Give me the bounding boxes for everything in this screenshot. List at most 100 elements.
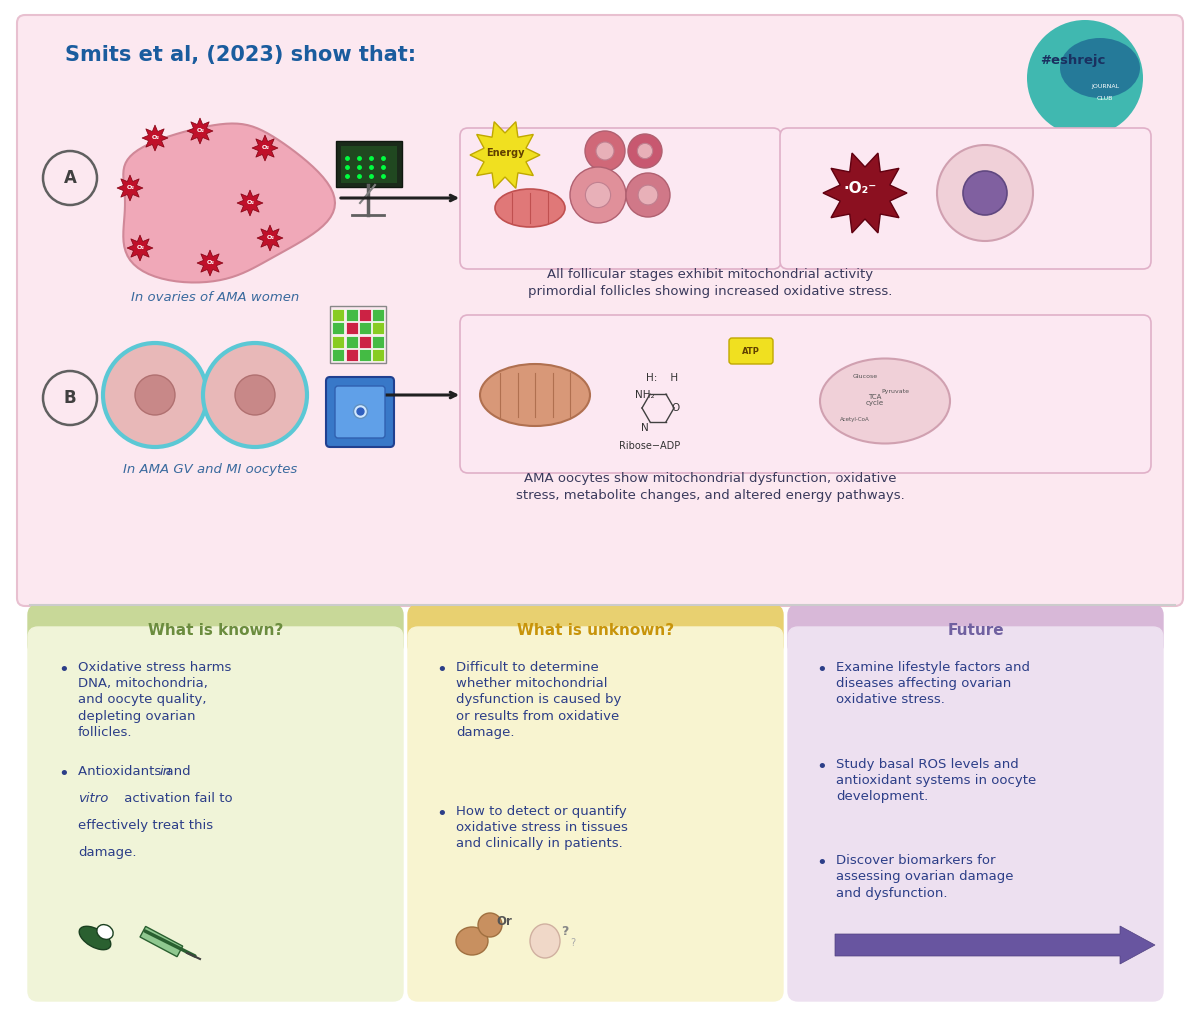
- Text: O₂: O₂: [127, 184, 134, 189]
- Text: AMA oocytes show mitochondrial dysfunction, oxidative
stress, metabolite changes: AMA oocytes show mitochondrial dysfuncti…: [516, 472, 905, 502]
- FancyArrow shape: [835, 926, 1154, 964]
- Text: •: •: [436, 661, 446, 679]
- Bar: [332, 322, 344, 334]
- FancyBboxPatch shape: [336, 141, 402, 187]
- Bar: [372, 349, 384, 361]
- Circle shape: [596, 142, 614, 160]
- Text: •: •: [58, 661, 68, 679]
- Circle shape: [134, 375, 175, 415]
- Text: ATP: ATP: [742, 346, 760, 356]
- Bar: [332, 309, 344, 320]
- Polygon shape: [124, 124, 335, 283]
- Bar: [359, 309, 371, 320]
- Text: What is known?: What is known?: [148, 623, 283, 637]
- Polygon shape: [118, 175, 143, 201]
- Circle shape: [626, 173, 670, 217]
- Bar: [346, 349, 358, 361]
- Text: activation fail to: activation fail to: [120, 792, 233, 805]
- FancyBboxPatch shape: [788, 627, 1163, 1001]
- FancyBboxPatch shape: [28, 605, 403, 655]
- Text: Energy: Energy: [486, 148, 524, 158]
- FancyBboxPatch shape: [408, 605, 784, 655]
- Ellipse shape: [496, 189, 565, 227]
- Circle shape: [586, 182, 611, 208]
- Text: Examine lifestyle factors and
diseases affecting ovarian
oxidative stress.: Examine lifestyle factors and diseases a…: [836, 661, 1030, 706]
- Bar: [140, 927, 182, 956]
- Text: O₂: O₂: [266, 234, 275, 239]
- Text: in: in: [160, 765, 172, 778]
- Polygon shape: [187, 118, 214, 144]
- FancyBboxPatch shape: [788, 605, 1163, 655]
- Bar: [359, 322, 371, 334]
- Bar: [330, 306, 386, 363]
- Text: O₂: O₂: [197, 128, 205, 133]
- Text: All follicular stages exhibit mitochondrial activity
primordial follicles showin: All follicular stages exhibit mitochondr…: [528, 268, 892, 298]
- Text: How to detect or quantify
oxidative stress in tissues
and clinically in patients: How to detect or quantify oxidative stre…: [456, 805, 628, 850]
- Text: •: •: [58, 765, 68, 783]
- Polygon shape: [238, 190, 263, 216]
- Bar: [332, 349, 344, 361]
- Text: A: A: [64, 169, 77, 187]
- Ellipse shape: [97, 925, 113, 939]
- FancyBboxPatch shape: [408, 627, 784, 1001]
- Bar: [346, 335, 358, 347]
- FancyBboxPatch shape: [326, 377, 394, 447]
- Text: •: •: [816, 854, 827, 872]
- Polygon shape: [470, 122, 540, 188]
- Text: Smits et al, (2023) show that:: Smits et al, (2023) show that:: [65, 45, 416, 65]
- Text: TCA
cycle: TCA cycle: [866, 393, 884, 406]
- Text: •: •: [816, 661, 827, 679]
- Bar: [372, 322, 384, 334]
- FancyBboxPatch shape: [460, 315, 1151, 473]
- Text: #eshrejc: #eshrejc: [1040, 54, 1105, 67]
- Bar: [359, 335, 371, 347]
- Ellipse shape: [1060, 38, 1140, 98]
- Text: Future: Future: [947, 623, 1004, 637]
- Bar: [359, 349, 371, 361]
- Circle shape: [628, 134, 662, 168]
- Circle shape: [203, 343, 307, 447]
- Bar: [346, 322, 358, 334]
- Text: ·O₂⁻: ·O₂⁻: [844, 180, 877, 196]
- Text: Discover biomarkers for
assessing ovarian damage
and dysfunction.: Discover biomarkers for assessing ovaria…: [836, 854, 1014, 900]
- Text: Glucose: Glucose: [852, 374, 877, 379]
- Text: CLUB: CLUB: [1097, 95, 1114, 100]
- Text: In AMA GV and MI oocytes: In AMA GV and MI oocytes: [122, 463, 298, 476]
- Bar: [332, 335, 344, 347]
- Text: Difficult to determine
whether mitochondrial
dysfunction is caused by
or results: Difficult to determine whether mitochond…: [456, 661, 622, 738]
- Text: damage.: damage.: [78, 846, 137, 859]
- Circle shape: [937, 145, 1033, 241]
- Text: ?: ?: [570, 938, 576, 948]
- Polygon shape: [142, 125, 168, 151]
- Text: JOURNAL: JOURNAL: [1091, 83, 1120, 88]
- Text: O₂: O₂: [152, 135, 160, 140]
- Text: •: •: [436, 805, 446, 823]
- Circle shape: [478, 913, 502, 937]
- Polygon shape: [252, 135, 278, 161]
- Text: Ribose−ADP: Ribose−ADP: [619, 441, 680, 451]
- Polygon shape: [257, 225, 283, 251]
- Text: O₂: O₂: [137, 244, 145, 249]
- Text: •: •: [816, 758, 827, 776]
- Polygon shape: [823, 153, 907, 233]
- Ellipse shape: [79, 926, 110, 950]
- Circle shape: [103, 343, 208, 447]
- Ellipse shape: [530, 924, 560, 958]
- Bar: [372, 309, 384, 320]
- Circle shape: [570, 167, 626, 223]
- Text: Study basal ROS levels and
antioxidant systems in oocyte
development.: Study basal ROS levels and antioxidant s…: [836, 758, 1037, 803]
- Text: Pyruvate: Pyruvate: [881, 389, 910, 394]
- FancyBboxPatch shape: [730, 338, 773, 364]
- Text: NH₂: NH₂: [635, 390, 655, 400]
- Circle shape: [1027, 20, 1142, 136]
- FancyBboxPatch shape: [335, 386, 385, 438]
- Text: Or: Or: [496, 915, 512, 928]
- Text: In ovaries of AMA women: In ovaries of AMA women: [131, 291, 299, 304]
- Text: Acetyl-CoA: Acetyl-CoA: [840, 417, 870, 422]
- Text: Antioxidants and: Antioxidants and: [78, 765, 194, 778]
- Text: What is unknown?: What is unknown?: [517, 623, 674, 637]
- Ellipse shape: [480, 364, 590, 426]
- FancyBboxPatch shape: [28, 627, 403, 1001]
- Bar: [372, 335, 384, 347]
- FancyBboxPatch shape: [341, 146, 397, 183]
